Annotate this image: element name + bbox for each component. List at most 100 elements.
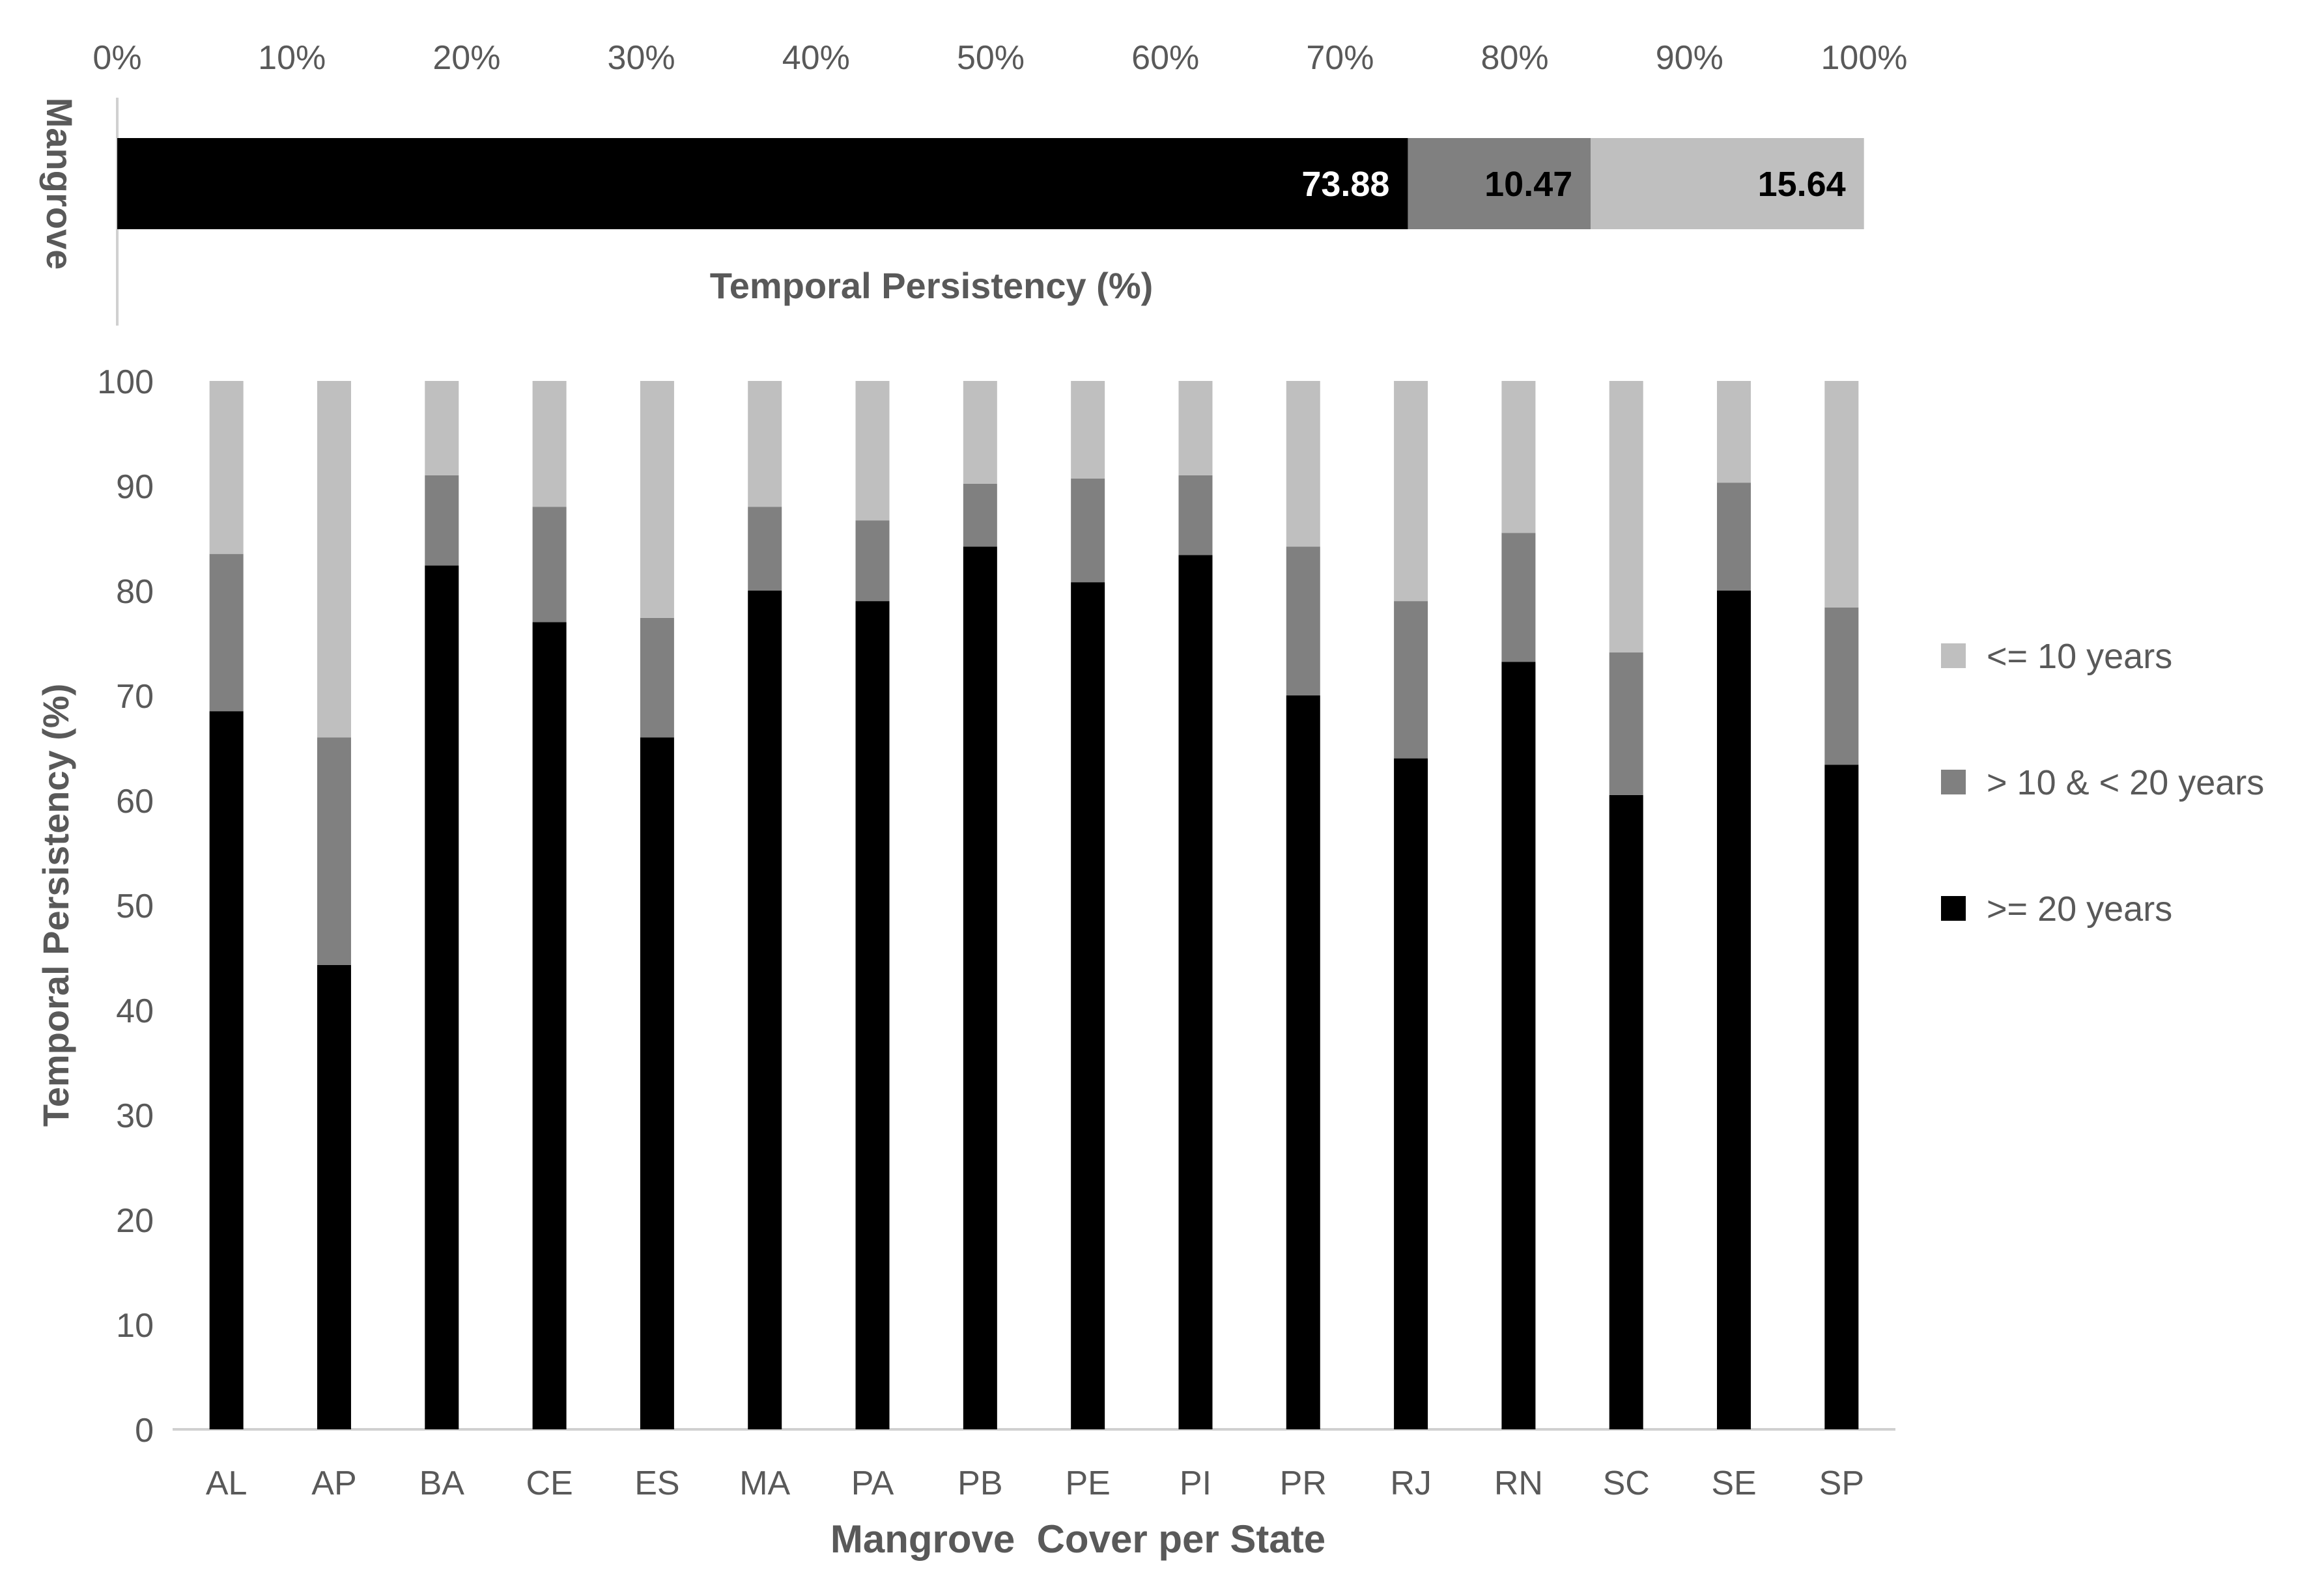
- bar-segment-ma-20-years: [748, 591, 782, 1429]
- bar-segment-se-10-20-years: [1717, 483, 1751, 591]
- y-axis-title: Temporal Persistency (%): [35, 684, 76, 1127]
- overall-persistency-chart: 0% 10% 20% 30% 40% 50% 60% 70% 80% 90% 100% 73.88 1…: [39, 39, 1908, 326]
- bar-segment-pi-20-years: [1178, 555, 1213, 1429]
- y-tick-60: 60: [116, 783, 154, 820]
- bar-segment-pe-10-years: [1071, 381, 1105, 479]
- bar-segment-pa-10-20-years: [855, 520, 890, 602]
- bar-stack-al: [209, 381, 244, 1429]
- bar-segment-al-20-years: [209, 711, 244, 1429]
- bar-segment-al-10-20-years: [209, 554, 244, 712]
- bar-segment-rn-10-20-years: [1501, 533, 1536, 662]
- bar-stack-rn: [1501, 381, 1536, 1429]
- bar-segment-rn-10-years: [1501, 381, 1536, 533]
- x-tick-pr: PR: [1280, 1465, 1327, 1502]
- x-tick-ap: AP: [311, 1465, 356, 1502]
- bar-segment-pa-10-years: [855, 381, 890, 521]
- top-bar-segment-10-20-years: [1408, 138, 1591, 229]
- bar-stack-pb: [963, 381, 997, 1429]
- y-tick-30: 30: [116, 1097, 154, 1135]
- bar-stack-pi: [1178, 381, 1213, 1429]
- top-x-tick-70: 70%: [1306, 39, 1374, 77]
- bar-stack-se: [1717, 381, 1751, 1429]
- bar-segment-ma-10-years: [748, 381, 782, 507]
- x-tick-ba: BA: [419, 1465, 465, 1502]
- bar-segment-es-10-years: [640, 381, 674, 618]
- bar-segment-pa-20-years: [855, 601, 890, 1429]
- x-tick-al: AL: [206, 1465, 248, 1502]
- bar-segment-es-10-20-years: [640, 617, 674, 738]
- x-tick-labels: AL AP BA CE ES MA PA PB PE PI PR RJ RN SC SE SP: [206, 1465, 1864, 1502]
- bar-stack-pa: [855, 381, 890, 1429]
- legend-swatch-20-years: [1941, 896, 1966, 921]
- x-tick-rn: RN: [1494, 1465, 1543, 1502]
- bar-segment-pi-10-years: [1178, 381, 1213, 475]
- top-x-tick-labels: 0% 10% 20% 30% 40% 50% 60% 70% 80% 90% 100%: [92, 39, 1907, 77]
- bar-segment-sp-20-years: [1824, 764, 1859, 1429]
- bar-stack-pr: [1286, 381, 1320, 1429]
- x-tick-pe: PE: [1065, 1465, 1110, 1502]
- bar-segment-pb-10-years: [963, 381, 997, 484]
- bar-segment-rj-10-years: [1394, 381, 1428, 602]
- bar-segment-sc-10-20-years: [1609, 652, 1643, 795]
- y-tick-20: 20: [116, 1202, 154, 1240]
- top-stacked-bar: 73.88 10.47 15.64: [117, 138, 1864, 229]
- legend-swatch-10-years: [1941, 643, 1966, 668]
- bar-segment-pr-20-years: [1286, 695, 1320, 1429]
- top-x-tick-100: 100%: [1821, 39, 1908, 77]
- bar-stack-ce: [532, 381, 567, 1429]
- bar-segment-pb-10-20-years: [963, 483, 997, 547]
- bar-segment-sc-20-years: [1609, 794, 1643, 1429]
- bar-segment-ap-10-20-years: [317, 737, 351, 965]
- y-tick-50: 50: [116, 888, 154, 925]
- per-state-persistency-chart: 0 10 20 30 40 50 60 70 80 90 100 AL AP BA CE ES MA PA PB P…: [35, 363, 2264, 1561]
- bar-segment-rj-20-years: [1394, 758, 1428, 1429]
- x-tick-pa: PA: [851, 1465, 894, 1502]
- bar-segment-sc-10-years: [1609, 381, 1643, 652]
- top-bar-segment-10-years: [1591, 138, 1864, 229]
- top-bar-label-10-years: 15.64: [1758, 165, 1846, 204]
- top-bar-label-20-years: 73.88: [1301, 165, 1389, 204]
- x-tick-ce: CE: [526, 1465, 573, 1502]
- top-x-axis-title: Temporal Persistency (%): [710, 265, 1154, 306]
- x-tick-pi: PI: [1180, 1465, 1212, 1502]
- top-x-tick-40: 40%: [782, 39, 850, 77]
- top-x-tick-30: 30%: [608, 39, 675, 77]
- y-tick-90: 90: [116, 468, 154, 506]
- x-tick-pb: PB: [957, 1465, 1002, 1502]
- bar-segment-al-10-years: [209, 381, 244, 554]
- x-tick-es: ES: [634, 1465, 679, 1502]
- bar-segment-pe-10-20-years: [1071, 478, 1105, 583]
- bar-stack-ap: [317, 381, 351, 1429]
- top-x-tick-80: 80%: [1481, 39, 1549, 77]
- bar-segment-ce-20-years: [532, 622, 567, 1429]
- top-x-tick-20: 20%: [432, 39, 500, 77]
- bar-segment-ce-10-20-years: [532, 507, 567, 623]
- y-tick-0: 0: [135, 1412, 154, 1450]
- bar-segment-ma-10-20-years: [748, 507, 782, 591]
- top-bar-label-10-20-years: 10.47: [1484, 165, 1572, 204]
- x-tick-se: SE: [1711, 1465, 1756, 1502]
- bar-segment-es-20-years: [640, 737, 674, 1429]
- bar-segment-pb-20-years: [963, 546, 997, 1429]
- legend-label-20-years: >= 20 years: [1987, 890, 2172, 929]
- legend-swatch-10-20-years: [1941, 770, 1966, 794]
- x-tick-sp: SP: [1819, 1465, 1864, 1502]
- y-tick-100: 100: [97, 363, 154, 401]
- bar-segment-pr-10-years: [1286, 381, 1320, 547]
- legend-label-10-20-years: > 10 & < 20 years: [1987, 763, 2264, 802]
- bar-segment-ap-10-years: [317, 381, 351, 738]
- top-x-tick-50: 50%: [957, 39, 1025, 77]
- bar-stack-sc: [1609, 381, 1643, 1429]
- bar-segment-ce-10-years: [532, 381, 567, 507]
- bar-stack-rj: [1394, 381, 1428, 1429]
- top-x-tick-60: 60%: [1131, 39, 1199, 77]
- bar-segment-sp-10-years: [1824, 381, 1859, 608]
- x-tick-ma: MA: [739, 1465, 790, 1502]
- bar-stack-sp: [1824, 381, 1859, 1429]
- y-tick-80: 80: [116, 573, 154, 611]
- top-x-tick-0: 0%: [92, 39, 141, 77]
- y-tick-40: 40: [116, 992, 154, 1030]
- bar-stack-ma: [748, 381, 782, 1429]
